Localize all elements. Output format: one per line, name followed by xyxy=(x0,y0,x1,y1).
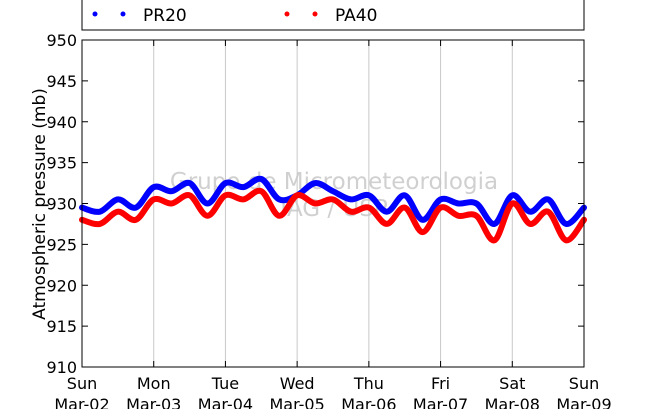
x-tick-label-day: Sat xyxy=(499,374,525,393)
data-point-pr20 xyxy=(313,181,318,186)
data-point-pa40 xyxy=(169,201,174,206)
data-point-pr20 xyxy=(510,193,515,198)
data-point-pa40 xyxy=(510,201,515,206)
y-tick-label: 925 xyxy=(46,235,77,254)
data-point-pr20 xyxy=(151,185,156,190)
y-tick-label: 940 xyxy=(46,113,77,132)
x-tick-label-day: Fri xyxy=(431,374,450,393)
data-point-pa40 xyxy=(474,213,479,218)
data-point-pr20 xyxy=(187,181,192,186)
y-axis: 910 915 920 925 930 935 940 945 950 xyxy=(46,31,584,377)
data-point-pr20 xyxy=(366,193,371,198)
data-point-pa40 xyxy=(348,209,353,214)
data-point-pa40 xyxy=(223,193,228,198)
data-point-pr20 xyxy=(456,201,461,206)
y-tick-label: 935 xyxy=(46,154,77,173)
data-point-pa40 xyxy=(384,221,389,226)
x-tick-label-date: Mar-08 xyxy=(485,395,540,409)
x-tick-label-date: Mar-02 xyxy=(54,395,109,409)
data-point-pr20 xyxy=(474,201,479,206)
data-point-pr20 xyxy=(438,197,443,202)
data-point-pr20 xyxy=(348,197,353,202)
data-point-pa40 xyxy=(133,217,138,222)
data-point-pa40 xyxy=(313,201,318,206)
data-point-pr20 xyxy=(402,193,407,198)
x-tick-label-date: Mar-09 xyxy=(556,395,611,409)
data-point-pa40 xyxy=(241,197,246,202)
y-tick-label: 930 xyxy=(46,195,77,214)
data-point-pr20 xyxy=(492,221,497,226)
data-point-pa40 xyxy=(97,221,102,226)
data-point-pr20 xyxy=(420,217,425,222)
data-point-pr20 xyxy=(564,221,569,226)
data-point-pa40 xyxy=(546,209,551,214)
data-point-pa40 xyxy=(277,213,282,218)
y-tick-label: 950 xyxy=(46,31,77,50)
data-point-pr20 xyxy=(384,209,389,214)
data-point-pa40 xyxy=(115,209,120,214)
data-point-pr20 xyxy=(97,209,102,214)
data-point-pr20 xyxy=(115,197,120,202)
data-point-pa40 xyxy=(564,238,569,243)
x-tick-label-day: Tue xyxy=(211,374,239,393)
data-point-pr20 xyxy=(528,209,533,214)
data-point-pr20 xyxy=(546,197,551,202)
x-tick-label-date: Mar-04 xyxy=(198,395,253,409)
legend-marker-pa40 xyxy=(284,11,318,17)
data-point-pr20 xyxy=(331,189,335,194)
data-point-pr20 xyxy=(223,181,228,186)
data-point-pa40 xyxy=(456,213,461,218)
y-tick-label: 920 xyxy=(46,276,77,295)
data-point-pa40 xyxy=(151,197,156,202)
data-point-pa40 xyxy=(402,205,407,210)
data-point-pa40 xyxy=(295,193,300,198)
legend-box xyxy=(81,0,585,31)
data-point-pr20 xyxy=(133,205,138,210)
series-layer xyxy=(79,175,587,244)
x-tick-label-day: Wed xyxy=(280,374,315,393)
x-axis: Sun Mar-02 Mon Mar-03 Tue Mar-04 Wed Mar-05 Thu M… xyxy=(54,40,612,409)
data-point-pa40 xyxy=(528,221,533,226)
data-point-pa40 xyxy=(187,193,192,198)
legend-marker-pr20 xyxy=(92,11,126,17)
x-tick-label-day: Thu xyxy=(353,374,384,393)
y-tick-label: 915 xyxy=(46,317,77,336)
data-point-pa40 xyxy=(205,213,210,218)
data-point-pa40 xyxy=(366,205,371,210)
x-tick-label-date: Mar-03 xyxy=(126,395,181,409)
x-tick-label-day: Mon xyxy=(137,374,171,393)
legend: PR20 PA40 xyxy=(81,0,585,31)
x-tick-label-date: Mar-06 xyxy=(341,395,396,409)
data-point-pa40 xyxy=(420,230,425,235)
x-tick-label-date: Mar-05 xyxy=(269,395,324,409)
y-axis-label: Atmospheric pressure (mb) xyxy=(30,88,50,320)
data-point-pr20 xyxy=(205,201,210,206)
data-point-pr20 xyxy=(277,197,282,202)
data-point-pa40 xyxy=(331,197,335,202)
legend-label-pr20: PR20 xyxy=(143,6,187,26)
data-point-pa40 xyxy=(259,189,264,194)
data-point-pr20 xyxy=(169,189,174,194)
y-tick-label: 945 xyxy=(46,72,77,91)
data-point-pr20 xyxy=(241,185,246,190)
data-point-pa40 xyxy=(438,205,443,210)
legend-label-pa40: PA40 xyxy=(335,6,377,26)
x-tick-label-day: Sun xyxy=(67,374,97,393)
x-tick-label-day: Sun xyxy=(569,374,599,393)
data-point-pr20 xyxy=(259,177,264,181)
data-point-pa40 xyxy=(492,238,497,243)
y-tick-label: 910 xyxy=(46,358,77,377)
x-tick-label-date: Mar-07 xyxy=(413,395,468,409)
